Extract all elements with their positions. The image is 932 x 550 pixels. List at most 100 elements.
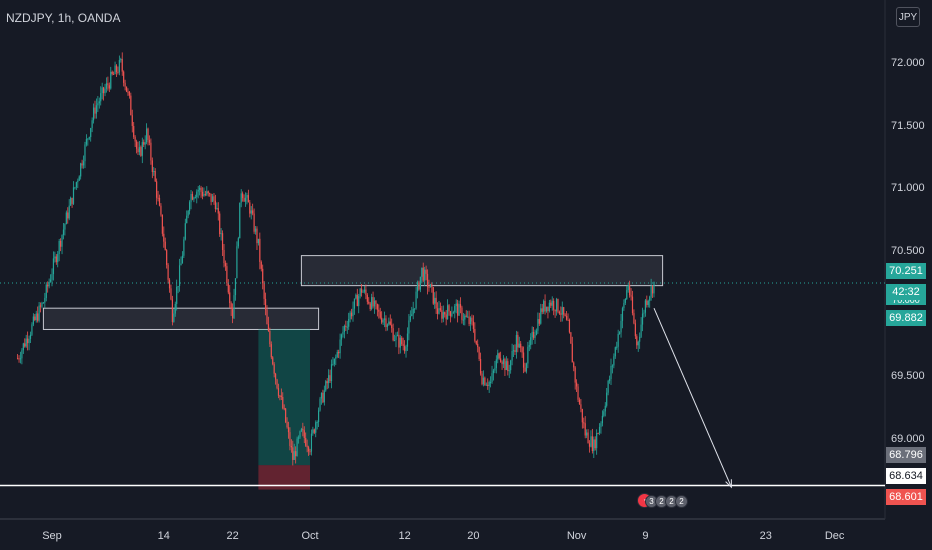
candle-body	[302, 428, 304, 431]
candle-body	[490, 381, 492, 383]
x-tick-label: 22	[226, 530, 239, 542]
candle-body	[257, 238, 259, 244]
candle-body	[382, 319, 384, 323]
candle-body	[363, 289, 366, 292]
candle-body	[641, 313, 644, 325]
candle-body	[137, 148, 139, 153]
candle-body	[310, 433, 313, 452]
arrow-head-icon	[725, 479, 732, 489]
candle-body	[280, 395, 282, 397]
candle-body	[168, 279, 171, 289]
candle-body	[332, 363, 334, 365]
candle-body	[399, 337, 401, 348]
candle-body	[237, 238, 239, 247]
candle-body	[613, 356, 615, 366]
candle-body	[118, 60, 120, 73]
candle-body	[236, 246, 238, 279]
candle-body	[558, 311, 560, 314]
zone-rectangle[interactable]	[42, 307, 320, 330]
candle-body	[481, 373, 483, 385]
candle-body	[264, 298, 267, 310]
candle-body	[547, 306, 549, 311]
candle-body	[124, 82, 126, 87]
candle-body	[153, 171, 155, 173]
candle-body	[415, 291, 417, 309]
candle-body	[297, 437, 300, 439]
candle-body	[373, 300, 376, 307]
candle-body	[166, 250, 168, 265]
candle-body	[464, 315, 466, 320]
candle-body	[244, 197, 247, 202]
candle-body	[442, 312, 444, 319]
candle-body	[123, 71, 125, 83]
candle-body	[431, 284, 433, 288]
chart-title: NZDJPY, 1h, OANDA	[6, 11, 121, 25]
candle-body	[151, 160, 153, 172]
candle-body	[438, 308, 440, 314]
candle-body	[200, 187, 202, 192]
candle-body	[505, 361, 507, 371]
candle-body	[87, 138, 89, 140]
candle-body	[41, 302, 43, 307]
candle-body	[643, 312, 645, 314]
candle-body	[289, 432, 291, 446]
candle-body	[211, 196, 214, 202]
position-target-zone[interactable]	[258, 329, 310, 466]
candle-body	[335, 357, 337, 359]
candle-body	[445, 314, 447, 320]
event-count-icon[interactable]: 2	[675, 495, 688, 508]
candle-body	[624, 298, 626, 303]
candle-body	[610, 365, 612, 380]
candle-body	[299, 431, 301, 438]
candle-body	[259, 238, 261, 262]
candle-body	[565, 315, 568, 320]
candle-body	[362, 291, 364, 293]
candle-body	[190, 193, 192, 203]
candle-body	[227, 283, 229, 293]
candle-body	[240, 193, 242, 203]
candle-body	[355, 294, 357, 299]
candle-body	[600, 423, 602, 427]
candle-body	[475, 340, 477, 344]
price-badge-last: 70.251	[886, 263, 926, 279]
candle-body	[148, 139, 151, 143]
candle-body	[520, 343, 522, 348]
candle-body	[557, 299, 559, 312]
candle-body	[196, 191, 198, 198]
candle-body	[379, 311, 381, 318]
candle-body	[459, 304, 462, 308]
candle-body	[535, 330, 538, 335]
candle-body	[631, 296, 634, 314]
candle-body	[502, 358, 505, 365]
candle-body	[521, 347, 523, 353]
candle-body	[418, 282, 420, 290]
candle-body	[29, 334, 32, 339]
candle-body	[309, 451, 311, 453]
candle-body	[492, 370, 495, 374]
candle-body	[350, 312, 353, 317]
candle-body	[34, 316, 36, 320]
candle-body	[385, 318, 387, 328]
candle-body	[621, 308, 624, 321]
candle-body	[581, 408, 583, 423]
x-tick-label: 12	[398, 530, 411, 542]
candle-body	[338, 351, 340, 354]
candle-body	[60, 240, 62, 247]
candle-body	[653, 281, 655, 294]
candle-body	[391, 324, 393, 329]
candle-body	[193, 197, 195, 200]
candle-body	[376, 304, 378, 310]
candle-body	[290, 445, 292, 448]
candle-body	[330, 364, 333, 381]
candle-body	[91, 120, 93, 129]
price-badge-hidden: 70.000	[886, 295, 926, 305]
candle-body	[422, 267, 424, 281]
candle-body	[234, 278, 237, 296]
candle-body	[322, 392, 324, 403]
zone-rectangle[interactable]	[300, 255, 664, 287]
candle-body	[305, 437, 307, 446]
currency-button[interactable]: JPY	[896, 7, 920, 27]
candle-body	[339, 339, 341, 354]
projection-arrow[interactable]	[653, 307, 732, 488]
